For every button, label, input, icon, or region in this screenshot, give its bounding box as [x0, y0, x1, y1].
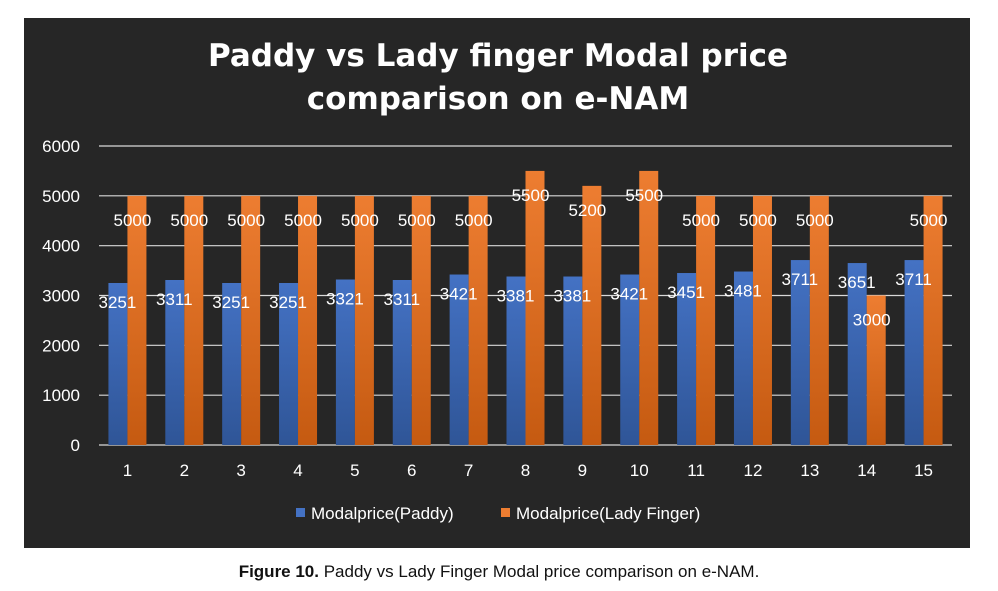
data-label-paddy: 3421	[610, 285, 648, 304]
y-tick-label: 6000	[42, 137, 80, 156]
x-tick-label: 9	[578, 461, 587, 480]
y-tick-label: 4000	[42, 237, 80, 256]
bar-paddy	[222, 282, 242, 445]
bar-layer	[108, 170, 943, 445]
x-tick-label: 2	[180, 461, 189, 480]
data-label-paddy: 3711	[895, 270, 932, 289]
bar-lady-finger	[241, 195, 261, 445]
data-label-lady-finger: 5000	[114, 211, 152, 230]
x-tick-label: 5	[350, 461, 359, 480]
bar-lady-finger	[184, 195, 204, 445]
bar-paddy	[449, 274, 469, 445]
data-label-paddy: 3311	[156, 290, 193, 309]
bar-lady-finger	[923, 195, 943, 445]
bar-lady-finger	[525, 170, 545, 445]
figure-caption: Figure 10. Paddy vs Lady Finger Modal pr…	[0, 562, 998, 582]
x-tick-label: 1	[123, 461, 132, 480]
data-label-paddy: 3251	[269, 293, 307, 312]
legend-swatch-lady-finger	[501, 508, 510, 517]
x-tick-label: 6	[407, 461, 416, 480]
chart-svg: Paddy vs Lady finger Modal price compari…	[42, 38, 952, 523]
y-tick-label: 0	[71, 436, 80, 455]
legend: Modalprice(Paddy) Modalprice(Lady Finger…	[296, 504, 700, 523]
chart-title-line-2: comparison on e-NAM	[307, 81, 689, 117]
bar-paddy	[677, 273, 697, 445]
x-tick-label: 14	[857, 461, 876, 480]
legend-swatch-paddy	[296, 508, 305, 517]
caption-label: Figure 10.	[238, 562, 319, 581]
bar-paddy	[108, 282, 128, 445]
bar-lady-finger	[582, 185, 602, 445]
bar-paddy	[790, 260, 810, 445]
data-label-lady-finger: 5000	[170, 211, 208, 230]
bar-paddy	[847, 263, 867, 445]
y-tick-label: 2000	[42, 336, 80, 355]
data-label-lady-finger: 5000	[910, 211, 948, 230]
x-tick-label: 8	[521, 461, 530, 480]
y-tick-label: 5000	[42, 187, 80, 206]
chart-panel: Paddy vs Lady finger Modal price compari…	[24, 18, 970, 548]
bar-lady-finger	[696, 195, 716, 445]
bar-lady-finger	[298, 195, 318, 445]
x-tick-label: 7	[464, 461, 473, 480]
data-label-paddy: 3251	[212, 293, 250, 312]
label-layer: 3251 3311 3251 3251 3321 3311 3421 3381 3381 3421…	[99, 186, 948, 330]
x-tick-label: 10	[630, 461, 649, 480]
x-tick-label: 15	[914, 461, 933, 480]
chart-title-line-1: Paddy vs Lady finger Modal price	[208, 38, 788, 74]
data-label-lady-finger: 5000	[739, 211, 777, 230]
data-label-lady-finger: 5000	[227, 211, 265, 230]
x-tick-label: 3	[236, 461, 245, 480]
x-tick-label: 13	[800, 461, 819, 480]
data-label-lady-finger: 5000	[682, 211, 720, 230]
bar-paddy	[335, 279, 355, 445]
data-label-lady-finger: 5000	[284, 211, 322, 230]
bar-lady-finger	[639, 170, 659, 445]
bar-lady-finger	[411, 195, 431, 445]
bar-lady-finger	[809, 195, 829, 445]
y-tick-label: 1000	[42, 386, 80, 405]
data-label-paddy: 3381	[497, 287, 535, 306]
x-tick-label: 4	[293, 461, 302, 480]
bar-paddy	[904, 260, 924, 445]
data-label-lady-finger: 5500	[625, 186, 663, 205]
data-label-lady-finger: 5000	[341, 211, 379, 230]
data-label-lady-finger: 5000	[796, 211, 834, 230]
bar-lady-finger	[354, 195, 374, 445]
data-label-lady-finger: 5000	[455, 211, 493, 230]
legend-label-paddy: Modalprice(Paddy)	[311, 504, 454, 523]
data-label-paddy: 3381	[553, 287, 591, 306]
caption-text: Paddy vs Lady Finger Modal price compari…	[319, 562, 760, 581]
data-label-lady-finger: 3000	[853, 311, 891, 330]
data-label-lady-finger: 5000	[398, 211, 436, 230]
bar-paddy	[733, 271, 753, 445]
bar-paddy	[620, 274, 640, 445]
data-label-paddy: 3481	[724, 282, 762, 301]
bar-paddy	[279, 282, 299, 445]
y-tick-label: 3000	[42, 287, 80, 306]
data-label-paddy: 3311	[383, 290, 420, 309]
data-label-paddy: 3251	[99, 293, 137, 312]
x-tick-label: 11	[687, 461, 705, 480]
data-label-lady-finger: 5200	[568, 201, 606, 220]
bar-paddy	[165, 280, 185, 445]
legend-label-lady-finger: Modalprice(Lady Finger)	[516, 504, 700, 523]
bar-lady-finger	[752, 195, 772, 445]
bar-lady-finger	[866, 295, 886, 445]
data-label-paddy: 3451	[667, 283, 705, 302]
data-label-lady-finger: 5500	[512, 186, 550, 205]
bar-lady-finger	[127, 195, 147, 445]
x-tick-label: 12	[744, 461, 763, 480]
bar-paddy	[563, 276, 583, 445]
data-label-paddy: 3651	[838, 273, 876, 292]
bar-lady-finger	[468, 195, 488, 445]
bar-paddy	[392, 280, 412, 445]
bar-paddy	[506, 276, 526, 445]
data-label-paddy: 3321	[326, 290, 364, 309]
data-label-paddy: 3421	[440, 285, 478, 304]
data-label-paddy: 3711	[782, 270, 819, 289]
